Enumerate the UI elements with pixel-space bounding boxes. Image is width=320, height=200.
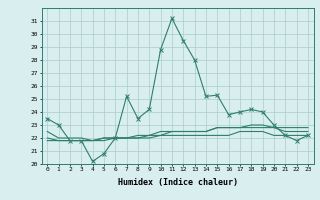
- X-axis label: Humidex (Indice chaleur): Humidex (Indice chaleur): [118, 178, 237, 187]
